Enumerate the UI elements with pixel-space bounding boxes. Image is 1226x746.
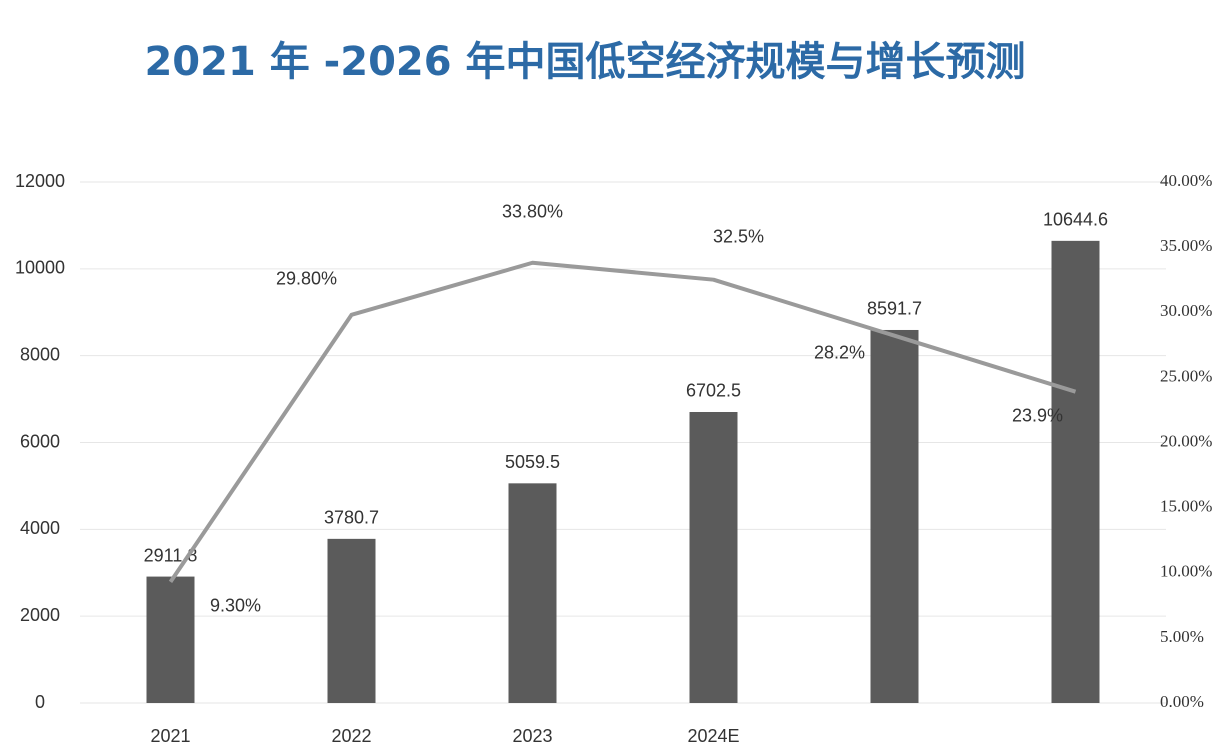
- bar-value-label: 8591.7: [867, 299, 922, 319]
- y-tick-label: 12000: [15, 171, 65, 191]
- bar: [870, 329, 919, 703]
- bar: [146, 576, 195, 703]
- x-tick-label: 2021: [150, 726, 190, 746]
- bar: [327, 538, 376, 703]
- bar-value-label: 10644.6: [1043, 210, 1108, 230]
- y2-tick-label: 35.00%: [1160, 236, 1212, 255]
- y-tick-label: 8000: [20, 344, 60, 364]
- y-tick-label: 4000: [20, 518, 60, 538]
- bar: [508, 483, 557, 703]
- bar: [1051, 240, 1100, 703]
- line-value-label: 29.80%: [276, 269, 337, 289]
- line: [168, 260, 1077, 583]
- y2-tick-label: 15.00%: [1160, 497, 1212, 516]
- chart-title: 2021 年 -2026 年中国低空经济规模与增长预测: [144, 39, 1025, 85]
- y-tick-label: 10000: [15, 258, 65, 278]
- x-tick-label: 2023: [512, 726, 552, 746]
- y-tick-label: 0: [35, 692, 45, 712]
- y-tick-label: 2000: [20, 605, 60, 625]
- line-value-label: 32.5%: [713, 226, 764, 246]
- line-value-label: 33.80%: [502, 202, 563, 222]
- line-value-label: 23.9%: [1012, 405, 1063, 425]
- y2-tick-label: 0.00%: [1160, 692, 1204, 711]
- x-tick-label: 2024E: [687, 726, 739, 746]
- y2-tick-label: 30.00%: [1160, 301, 1212, 320]
- y2-tick-label: 10.00%: [1160, 562, 1212, 581]
- line-value-label: 28.2%: [814, 342, 865, 362]
- bar: [689, 411, 738, 703]
- y2-tick-label: 40.00%: [1160, 171, 1212, 190]
- bar-value-label: 6702.5: [686, 381, 741, 401]
- bar-value-label: 5059.5: [505, 452, 560, 472]
- y2-tick-label: 5.00%: [1160, 627, 1204, 646]
- bar-value-label: 3780.7: [324, 508, 379, 528]
- y-tick-label: 6000: [20, 431, 60, 451]
- y2-tick-label: 25.00%: [1160, 366, 1212, 385]
- y2-tick-label: 20.00%: [1160, 431, 1212, 450]
- line-value-label: 9.30%: [210, 596, 261, 616]
- x-tick-label: 2022: [331, 726, 371, 746]
